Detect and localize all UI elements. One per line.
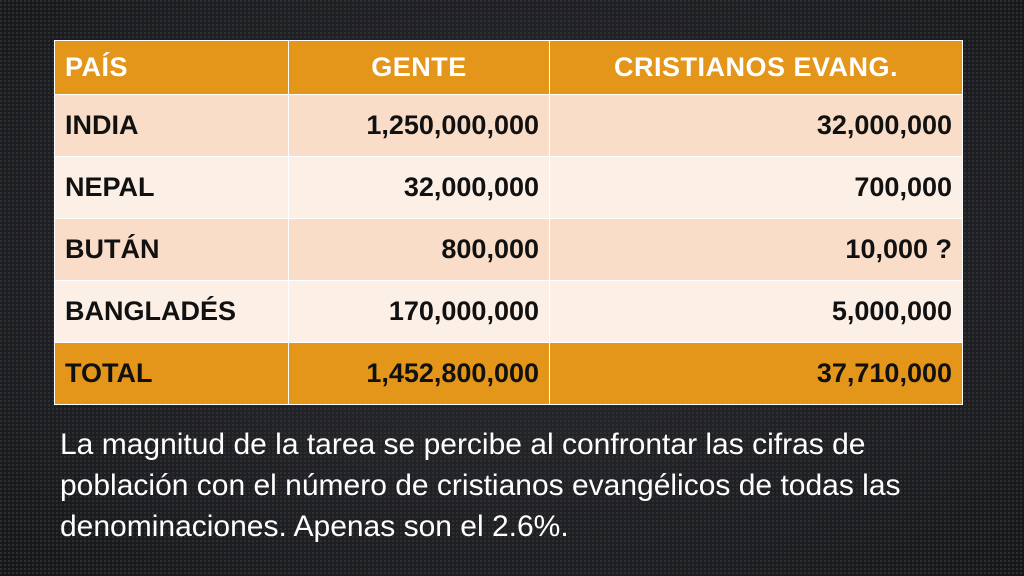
caption-text: La magnitud de la tarea se percibe al co… — [60, 428, 901, 543]
country-cell: BUTÁN — [54, 218, 289, 281]
country-cell: BANGLADÉS — [54, 280, 289, 343]
people-cell: 32,000,000 — [288, 156, 550, 219]
evangelicals-cell: 32,000,000 — [549, 94, 963, 157]
table-row: INDIA 1,250,000,000 32,000,000 — [54, 94, 963, 157]
country-cell: INDIA — [54, 94, 289, 157]
header-people: GENTE — [288, 40, 550, 95]
header-evangelicals: CRISTIANOS EVANG. — [549, 40, 963, 95]
table-row: BANGLADÉS 170,000,000 5,000,000 — [54, 280, 963, 343]
total-row: TOTAL 1,452,800,000 37,710,000 — [54, 342, 963, 405]
total-evangelicals: 37,710,000 — [549, 342, 963, 405]
total-people: 1,452,800,000 — [288, 342, 550, 405]
evangelicals-cell: 5,000,000 — [549, 280, 963, 343]
people-cell: 170,000,000 — [288, 280, 550, 343]
people-cell: 800,000 — [288, 218, 550, 281]
country-cell: NEPAL — [54, 156, 289, 219]
people-cell: 1,250,000,000 — [288, 94, 550, 157]
header-country: PAÍS — [54, 40, 289, 95]
population-table: PAÍS GENTE CRISTIANOS EVANG. INDIA 1,250… — [54, 40, 963, 405]
table-row: BUTÁN 800,000 10,000 ? — [54, 218, 963, 281]
table-header-row: PAÍS GENTE CRISTIANOS EVANG. — [54, 40, 963, 95]
evangelicals-cell: 700,000 — [549, 156, 963, 219]
evangelicals-cell: 10,000 ? — [549, 218, 963, 281]
table-row: NEPAL 32,000,000 700,000 — [54, 156, 963, 219]
total-label: TOTAL — [54, 342, 289, 405]
